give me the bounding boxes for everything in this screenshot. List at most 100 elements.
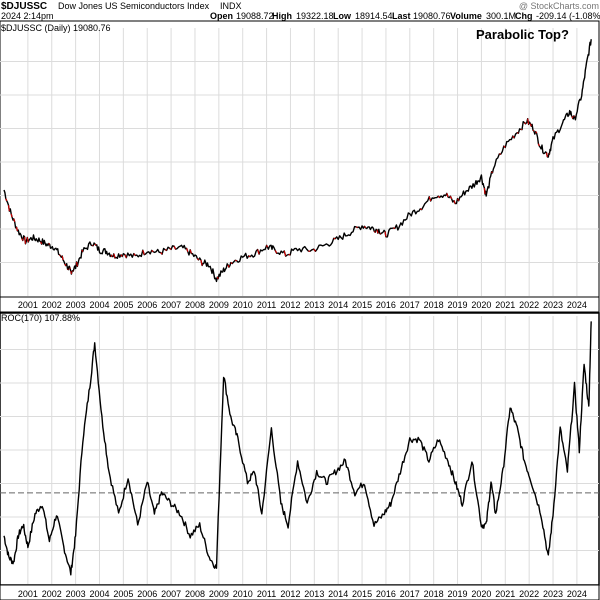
down-day-mark bbox=[248, 255, 251, 258]
x-tick-label: 2004 bbox=[89, 300, 109, 310]
x-tick-label: 2009 bbox=[209, 300, 229, 310]
x-tick-label: 2012 bbox=[280, 589, 300, 599]
down-day-mark bbox=[64, 263, 67, 266]
price-panel-grid bbox=[0, 28, 599, 296]
x-tick-label: 2014 bbox=[328, 589, 348, 599]
x-tick-label: 2006 bbox=[137, 589, 157, 599]
down-day-mark bbox=[133, 253, 136, 256]
x-tick-label: 2008 bbox=[185, 300, 205, 310]
down-day-mark bbox=[200, 259, 203, 266]
down-day-mark bbox=[257, 249, 260, 255]
chg-label: Chg bbox=[515, 11, 533, 21]
x-tick-label: 2003 bbox=[66, 589, 86, 599]
down-day-mark bbox=[529, 123, 532, 127]
down-day-mark bbox=[113, 253, 116, 259]
down-day-mark bbox=[59, 254, 61, 257]
down-day-mark bbox=[437, 195, 441, 198]
x-tick-label: 2007 bbox=[161, 589, 181, 599]
price-x-axis-band bbox=[0, 296, 600, 313]
indicator-panel-series bbox=[3, 321, 592, 576]
down-day-mark bbox=[527, 118, 530, 125]
down-day-mark bbox=[379, 232, 381, 235]
x-tick-label: 2009 bbox=[209, 589, 229, 599]
down-day-mark bbox=[81, 249, 84, 252]
down-day-mark bbox=[545, 152, 548, 157]
indicator-x-axis: 2001 2002 2003 2004 2005 2006 2007 2008 2009 2010… bbox=[18, 589, 587, 599]
open-label: Open bbox=[210, 11, 233, 21]
down-day-mark bbox=[7, 205, 10, 212]
down-day-mark bbox=[160, 252, 163, 255]
volume-value: 300.1M bbox=[486, 11, 516, 21]
down-day-mark bbox=[70, 270, 73, 275]
last-label: Last bbox=[392, 11, 411, 21]
down-day-mark bbox=[419, 208, 423, 211]
down-day-mark bbox=[21, 238, 24, 241]
index-name: Dow Jones US Semiconductors Index bbox=[58, 1, 210, 11]
x-tick-label: 2002 bbox=[42, 300, 62, 310]
down-day-mark bbox=[227, 264, 230, 268]
x-tick-label: 2014 bbox=[328, 300, 348, 310]
x-tick-label: 2019 bbox=[448, 300, 468, 310]
x-tick-label: 2011 bbox=[257, 300, 276, 310]
down-day-mark bbox=[457, 198, 460, 202]
chg-value: -209.14 (-1.08%) bbox=[536, 11, 600, 21]
down-day-mark bbox=[355, 226, 358, 228]
down-day-mark bbox=[535, 131, 538, 134]
down-day-mark bbox=[40, 241, 43, 245]
down-day-mark bbox=[235, 259, 237, 262]
down-day-mark bbox=[573, 115, 575, 117]
down-day-mark bbox=[503, 145, 506, 148]
indicator-panel-frame bbox=[0, 312, 600, 586]
x-tick-label: 2021 bbox=[495, 300, 515, 310]
down-day-mark bbox=[274, 250, 278, 254]
x-tick-label: 2023 bbox=[543, 589, 563, 599]
down-day-mark bbox=[384, 231, 387, 237]
x-tick-label: 2004 bbox=[89, 589, 109, 599]
down-day-mark bbox=[453, 200, 456, 204]
down-day-mark bbox=[446, 193, 449, 198]
down-day-mark bbox=[169, 247, 172, 250]
high-value: 19322.18 bbox=[296, 11, 334, 21]
down-day-mark bbox=[571, 116, 574, 119]
indicator-legend: ROC(170) 107.88% bbox=[1, 313, 80, 323]
down-day-mark bbox=[189, 249, 192, 254]
time-label: 2024 2:14pm bbox=[1, 11, 54, 21]
x-tick-label: 2011 bbox=[257, 589, 276, 599]
down-day-mark bbox=[94, 243, 97, 246]
series-line bbox=[3, 39, 592, 283]
x-tick-label: 2005 bbox=[113, 300, 133, 310]
x-tick-label: 2022 bbox=[519, 300, 539, 310]
last-value: 19080.76 bbox=[413, 11, 451, 21]
down-day-mark bbox=[537, 143, 540, 147]
price-panel-frame bbox=[0, 20, 600, 298]
down-day-mark bbox=[512, 135, 515, 139]
x-tick-label: 2018 bbox=[424, 300, 444, 310]
symbol-label: $DJUSSC bbox=[1, 1, 47, 12]
annotation-label: Parabolic Top? bbox=[476, 27, 569, 42]
down-day-mark bbox=[313, 248, 316, 252]
x-tick-label: 2001 bbox=[18, 300, 38, 310]
exchange-label: INDX bbox=[220, 1, 242, 11]
x-tick-label: 2007 bbox=[161, 300, 181, 310]
down-day-mark bbox=[110, 254, 113, 257]
x-tick-label: 2013 bbox=[304, 300, 324, 310]
low-label: Low bbox=[333, 11, 352, 21]
x-tick-label: 2017 bbox=[400, 589, 420, 599]
down-day-mark bbox=[26, 237, 29, 243]
x-tick-label: 2019 bbox=[448, 589, 468, 599]
watermark-text: @ StockCharts.com bbox=[519, 1, 599, 11]
down-day-mark bbox=[266, 245, 269, 248]
down-day-mark bbox=[173, 245, 177, 250]
down-day-mark bbox=[61, 255, 64, 261]
down-day-mark bbox=[5, 198, 8, 202]
down-day-mark bbox=[363, 225, 367, 229]
x-tick-label: 2012 bbox=[280, 300, 300, 310]
x-tick-label: 2021 bbox=[495, 589, 515, 599]
down-day-mark bbox=[373, 231, 376, 233]
x-tick-label: 2016 bbox=[376, 589, 396, 599]
x-tick-label: 2016 bbox=[376, 300, 396, 310]
price-legend: $DJUSSC (Daily) 19080.76 bbox=[1, 23, 111, 33]
x-tick-label: 2013 bbox=[304, 589, 324, 599]
down-day-mark bbox=[548, 153, 550, 155]
